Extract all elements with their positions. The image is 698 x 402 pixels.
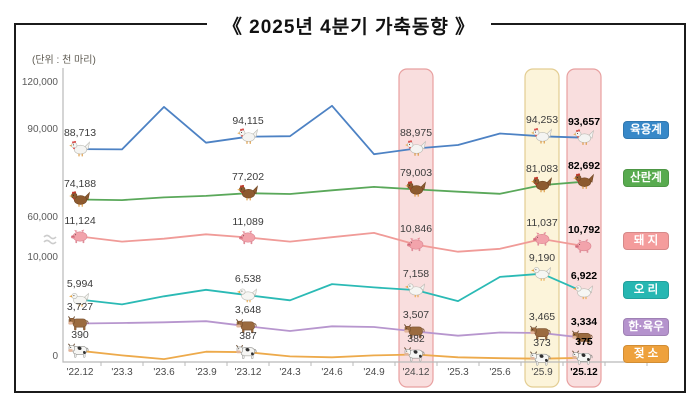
value-label-duck: 5,994 [66, 278, 94, 290]
page-title: 《 2025년 4분기 가축동향 》 [206, 12, 492, 39]
beef-cow-icon [236, 319, 257, 334]
duck-icon [69, 292, 89, 307]
highlight-band-'25.9 [524, 68, 560, 388]
legend-badge-broiler: 육용계 [623, 121, 669, 139]
x-tick-label: '24.3 [279, 367, 301, 378]
x-tick-label: '23.6 [153, 367, 175, 378]
x-tick-label: '23.3 [111, 367, 133, 378]
value-label-dairy: 390 [71, 329, 89, 341]
x-tick-label: '24.6 [321, 367, 343, 378]
value-label-beef: 3,334 [570, 316, 598, 328]
value-label-dairy: 375 [575, 336, 593, 348]
duck-icon [531, 266, 551, 281]
brown-hen-icon [405, 181, 426, 197]
duck-icon [573, 285, 593, 300]
y-tick-label: 120,000 [21, 77, 58, 88]
value-label-broiler: 94,253 [525, 114, 559, 126]
duck-icon [237, 288, 257, 303]
y-tick-label: 90,000 [27, 124, 58, 135]
y-tick-label: 0 [52, 351, 58, 362]
series-line-dairy [79, 349, 585, 361]
value-label-pig: 11,037 [526, 217, 558, 229]
value-label-duck: 6,538 [234, 273, 262, 285]
pig-icon [239, 230, 256, 245]
value-label-beef: 3,465 [528, 311, 556, 323]
y-tick-label: 10,000 [27, 252, 58, 263]
beef-cow-icon [530, 325, 551, 340]
value-label-layer: 74,188 [63, 178, 97, 190]
x-tick-label: '24.9 [363, 367, 385, 378]
unit-label: (단위 : 천 마리) [32, 55, 96, 66]
dairy-cow-icon [236, 344, 257, 360]
series-line-broiler [79, 104, 585, 156]
white-chicken-icon [531, 128, 552, 144]
brown-hen-icon [531, 176, 552, 193]
value-label-dairy: 387 [239, 330, 257, 342]
beef-cow-icon [572, 330, 593, 345]
value-label-beef: 3,507 [402, 309, 430, 321]
x-tick-label: '25.3 [447, 367, 469, 378]
value-label-dairy: 382 [407, 333, 425, 345]
dairy-cow-icon [572, 350, 593, 365]
x-tick-label: '23.9 [195, 367, 217, 378]
value-label-broiler: 93,657 [567, 116, 601, 128]
white-chicken-icon [237, 128, 258, 144]
value-label-layer: 77,202 [231, 171, 265, 183]
brown-hen-icon [237, 184, 258, 201]
value-label-broiler: 88,713 [63, 127, 97, 139]
pig-icon [575, 239, 592, 253]
series-line-pig [79, 231, 585, 253]
axes [62, 68, 660, 363]
value-label-dairy: 373 [533, 337, 551, 349]
pig-icon [533, 232, 550, 246]
value-label-broiler: 94,115 [232, 115, 264, 127]
duck-icon [405, 283, 425, 298]
series-line-duck [79, 272, 585, 306]
value-label-beef: 3,648 [234, 304, 262, 316]
value-label-broiler: 88,975 [399, 127, 433, 139]
x-tick-label: '24.12 [402, 367, 430, 378]
dairy-cow-icon [404, 347, 425, 362]
x-tick-label: '25.12 [570, 367, 598, 378]
white-chicken-icon [69, 140, 90, 157]
axis-break-icon [43, 234, 57, 245]
value-label-duck: 6,922 [570, 270, 598, 282]
beef-cow-icon [404, 324, 425, 339]
white-chicken-icon [573, 129, 594, 145]
brown-hen-icon [69, 191, 90, 207]
beef-cow-icon [68, 316, 89, 331]
white-chicken-icon [405, 140, 426, 156]
value-label-duck: 7,158 [402, 268, 430, 280]
value-label-pig: 10,792 [567, 224, 601, 236]
y-tick-label: 60,000 [27, 212, 58, 223]
dairy-cow-icon [68, 343, 89, 358]
series-line-layer [79, 180, 585, 202]
legend-badge-layer: 산란계 [623, 169, 669, 187]
pig-icon [407, 237, 424, 252]
x-tick-label: '23.12 [234, 367, 262, 378]
value-label-layer: 82,692 [567, 160, 601, 172]
value-label-layer: 79,003 [399, 167, 433, 179]
value-label-layer: 81,083 [525, 163, 559, 175]
highlight-band-'25.12 [566, 68, 602, 388]
pig-icon [71, 229, 88, 244]
legend-badge-duck: 오 리 [623, 281, 669, 299]
dairy-cow-icon [530, 351, 551, 366]
x-tick-label: '25.9 [531, 367, 553, 378]
value-label-pig: 11,124 [64, 215, 96, 227]
value-label-beef: 3,727 [66, 301, 94, 313]
legend-badge-beef: 한·육우 [623, 318, 669, 336]
value-label-pig: 10,846 [399, 223, 433, 235]
series-line-beef [79, 320, 585, 339]
value-label-duck: 9,190 [528, 252, 556, 264]
legend-badge-dairy: 젖 소 [623, 345, 669, 363]
x-tick-label: '22.12 [66, 367, 94, 378]
brown-hen-icon [573, 173, 594, 189]
value-label-pig: 11,089 [232, 216, 264, 228]
legend-badge-pig: 돼 지 [623, 232, 669, 250]
x-tick-label: '25.6 [489, 367, 511, 378]
